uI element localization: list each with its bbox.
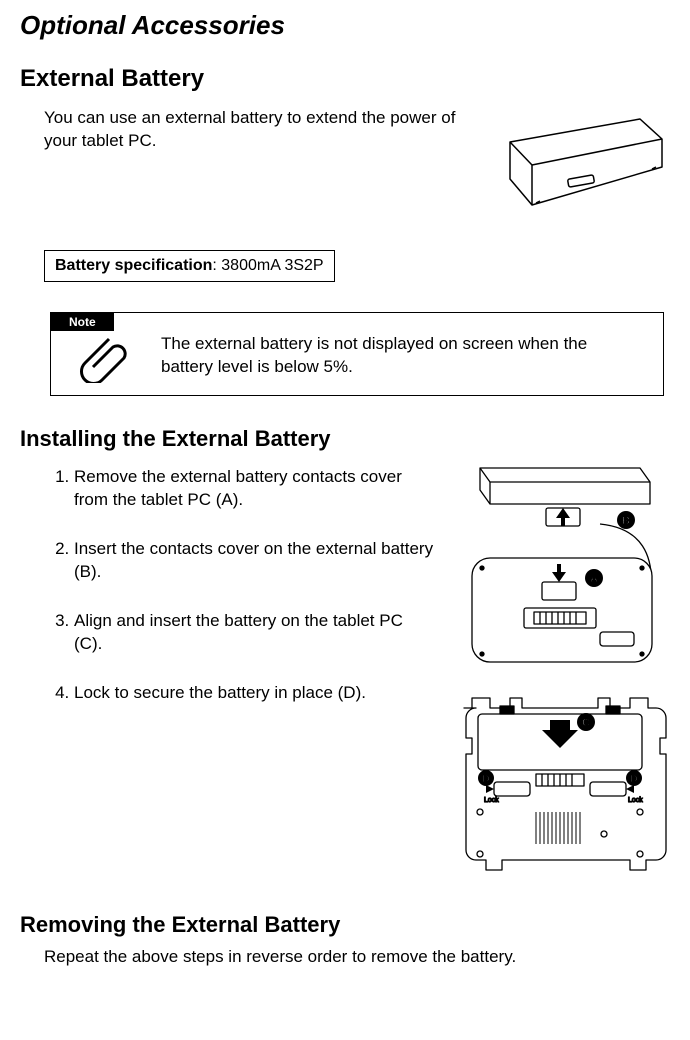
page-title: Optional Accessories xyxy=(20,10,670,41)
spec-label: Battery specification xyxy=(55,257,212,274)
svg-text:Lock: Lock xyxy=(484,797,499,804)
section-heading-installing: Installing the External Battery xyxy=(20,426,670,452)
install-diagram-top: B xyxy=(450,460,670,670)
install-step: Insert the contacts cover on the externa… xyxy=(74,538,434,584)
section-heading-removing: Removing the External Battery xyxy=(20,912,670,938)
removing-paragraph: Repeat the above steps in reverse order … xyxy=(20,946,670,969)
svg-text:Lock: Lock xyxy=(628,797,643,804)
install-step: Remove the external battery contacts cov… xyxy=(74,466,434,512)
note-text: The external battery is not displayed on… xyxy=(161,317,643,379)
intro-paragraph: You can use an external battery to exten… xyxy=(20,107,462,153)
section-heading-external-battery: External Battery xyxy=(20,65,670,93)
install-diagram-bottom: C Lock Lock D D xyxy=(450,684,670,894)
install-step: Align and insert the battery on the tabl… xyxy=(74,610,434,656)
battery-spec-box: Battery specification: 3800mA 3S2P xyxy=(44,250,335,282)
svg-text:B: B xyxy=(622,515,630,527)
svg-text:D: D xyxy=(482,774,489,785)
install-step: Lock to secure the battery in place (D). xyxy=(74,682,434,705)
svg-text:D: D xyxy=(630,774,637,785)
note-tag: Note xyxy=(51,313,114,331)
battery-illustration xyxy=(480,107,670,232)
paperclip-icon xyxy=(79,333,133,383)
svg-text:A: A xyxy=(590,573,598,585)
spec-value: : 3800mA 3S2P xyxy=(212,257,323,274)
svg-text:C: C xyxy=(582,717,590,729)
note-box: Note The external battery is not display… xyxy=(50,312,664,396)
